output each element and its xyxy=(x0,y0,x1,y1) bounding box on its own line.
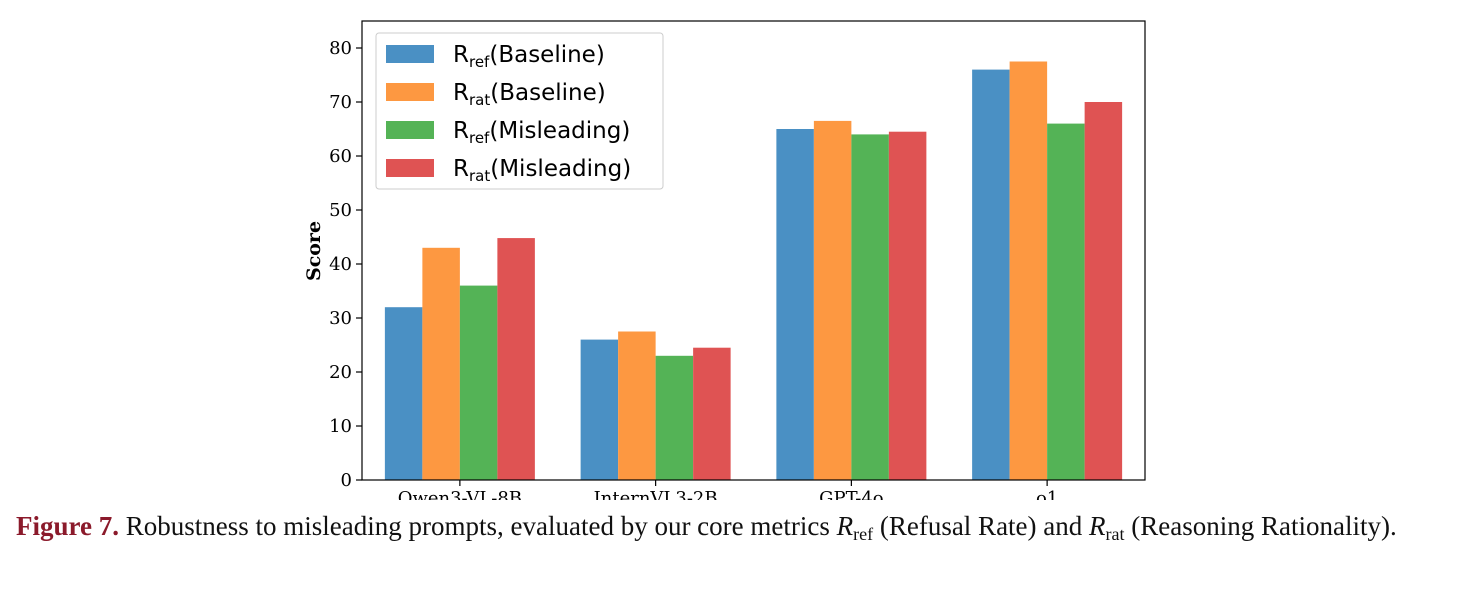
legend-swatch xyxy=(386,45,434,63)
legend-swatch xyxy=(386,159,434,177)
caption-text-3: (Reasoning Rationality). xyxy=(1124,511,1397,541)
plot-frame xyxy=(361,20,1146,481)
bar-ref-misleading-3 xyxy=(1047,123,1085,480)
caption-symbol-rat-sub: rat xyxy=(1105,524,1125,544)
bar-ref-misleading-2 xyxy=(851,134,889,480)
bar-ref-baseline-0 xyxy=(384,307,423,480)
y-axis: 0 10 20 30 40 50 60 70 80 xyxy=(329,38,362,491)
bar-rat-misleading-2 xyxy=(888,131,927,480)
legend: Rref(Baseline) Rrat(Baseline) Rref(Mislead… xyxy=(375,32,664,190)
bar-ref-baseline-1 xyxy=(580,339,619,480)
bar-rat-baseline-1 xyxy=(618,331,656,480)
y-tick-label: 50 xyxy=(329,200,352,221)
caption-symbol-ref-sub: ref xyxy=(853,524,874,544)
x-tick-label: InternVL3-2B xyxy=(594,488,718,500)
caption-text-1: Robustness to misleading prompts, evalua… xyxy=(119,511,837,541)
bar-rat-baseline-3 xyxy=(1009,61,1048,480)
bar-ref-misleading-0 xyxy=(459,285,498,480)
figure-caption: Figure 7. Robustness to misleading promp… xyxy=(16,508,1446,552)
x-tick-label: Qwen3-VL-8B xyxy=(398,488,522,500)
y-tick-label: 0 xyxy=(341,470,352,491)
x-axis: Qwen3-VL-8B InternVL3-2B GPT-4o o1 xyxy=(398,480,1058,500)
y-tick-label: 10 xyxy=(329,416,352,437)
caption-symbol-rat: R xyxy=(1089,511,1106,541)
legend-entry: Rrat(Misleading) xyxy=(453,156,631,185)
caption-label: Figure 7. xyxy=(16,511,119,541)
bar-ref-baseline-2 xyxy=(776,129,814,480)
caption-symbol-ref: R xyxy=(836,511,854,541)
bar-ref-baseline-3 xyxy=(972,69,1010,480)
bar-rat-misleading-3 xyxy=(1084,102,1123,480)
y-tick-label: 80 xyxy=(329,38,352,59)
y-tick-label: 40 xyxy=(329,254,352,275)
y-axis-label: Score xyxy=(303,221,325,281)
y-tick-label: 60 xyxy=(329,146,352,167)
bar-rat-baseline-2 xyxy=(813,120,852,481)
bar-rat-misleading-1 xyxy=(693,347,731,480)
caption-text-2: (Refusal Rate) and xyxy=(873,511,1090,541)
legend-swatch xyxy=(386,83,434,101)
y-tick-label: 70 xyxy=(329,92,352,113)
x-tick-label: o1 xyxy=(1036,488,1058,500)
bars-layer xyxy=(384,61,1123,481)
bar-rat-baseline-0 xyxy=(422,247,460,480)
legend-entry: Rref(Baseline) xyxy=(453,42,605,71)
bar-chart: 0 10 20 30 40 50 60 70 80 Qwen3-VL-8B InternVL3-2… xyxy=(303,20,1146,500)
legend-entry: Rrat(Baseline) xyxy=(453,80,606,109)
legend-box xyxy=(375,32,664,190)
y-tick-label: 30 xyxy=(329,308,352,329)
legend-swatch xyxy=(386,121,434,139)
legend-entry: Rref(Misleading) xyxy=(453,118,630,147)
x-tick-label: GPT-4o xyxy=(819,488,884,500)
y-tick-label: 20 xyxy=(329,362,352,383)
bar-ref-misleading-1 xyxy=(655,355,694,480)
bar-rat-misleading-0 xyxy=(497,238,535,480)
